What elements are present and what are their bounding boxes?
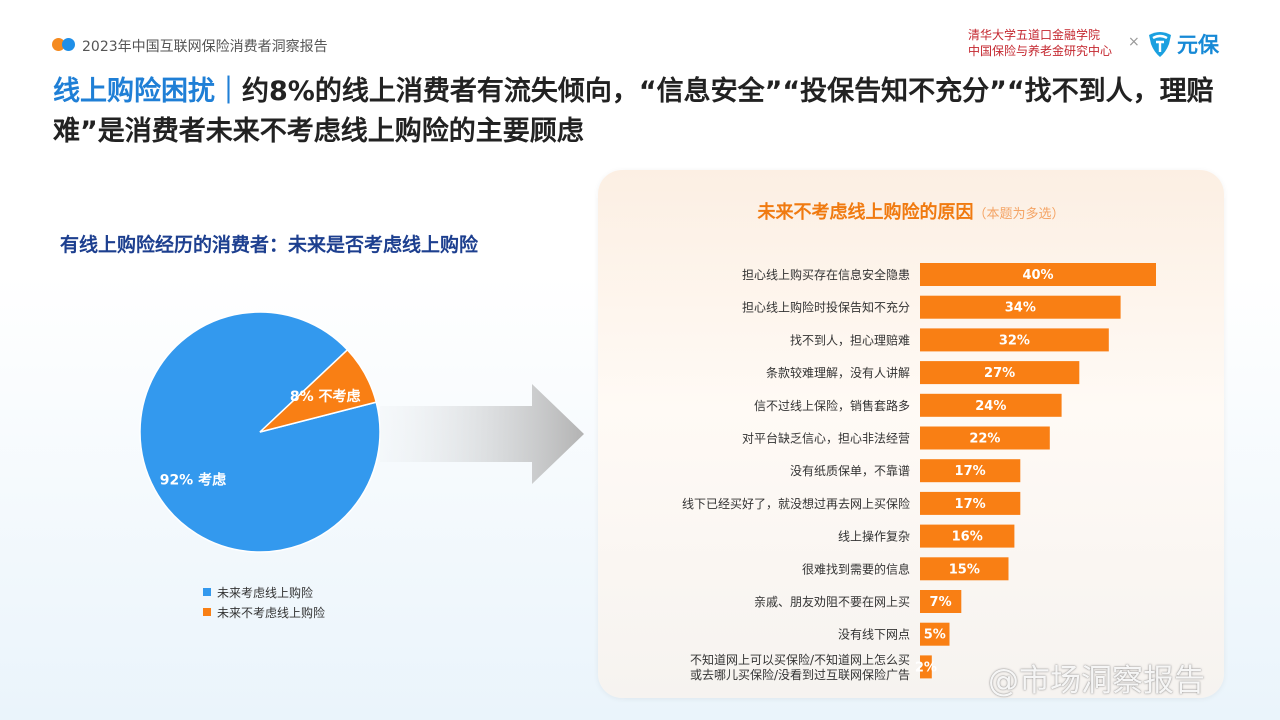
bar-category-label-3: 条款较难理解，没有人讲解	[766, 365, 910, 380]
times-sign: ×	[1128, 34, 1140, 50]
bar-value-label-5: 22%	[969, 432, 1000, 447]
bar-category-label-1: 担心线上购险时投保告知不充分	[742, 300, 910, 315]
brand-name: 元保	[1177, 33, 1219, 57]
bar-value-label-12: 2%	[915, 660, 937, 675]
bar-3	[920, 361, 1080, 385]
headline-highlight: 线上购险困扰｜	[53, 76, 242, 107]
bar-value-label-2: 32%	[999, 333, 1030, 348]
brand-logo: 元保	[1147, 28, 1219, 60]
bar-value-label-10: 7%	[930, 595, 952, 610]
orange-dot-icon	[52, 38, 65, 51]
bar-11	[920, 622, 950, 646]
watermark: @市场洞察报告	[988, 663, 1205, 699]
bar-category-label-2: 找不到人，担心理赔难	[790, 332, 910, 347]
bar-0	[920, 263, 1156, 286]
bar-10	[920, 590, 962, 613]
legend-item-not-consider: 未来不考虑线上购险	[203, 602, 325, 622]
legend-item-consider: 未来考虑线上购险	[203, 582, 325, 602]
bar-chart-title: 未来不考虑线上购险的原因（本题为多选）	[598, 198, 1224, 224]
bar-value-label-3: 27%	[984, 366, 1015, 381]
org-name: 清华大学五道口金融学院 中国保险与养老金研究中心	[968, 27, 1118, 59]
bar-chart: 40% 担心线上购买存在信息安全隐患 34% 担心线上购险时投保告知不充分 32% 找不到…	[682, 263, 1156, 682]
pie-chart: 92% 考虑 8% 不考虑	[139, 311, 381, 553]
bar-category-label-4: 信不过线上保险，销售套路多	[754, 398, 910, 413]
bar-value-label-11: 5%	[924, 628, 946, 643]
bar-6	[920, 459, 1021, 483]
bar-category-label-8: 线上操作复杂	[838, 529, 910, 544]
legend-swatch-consider	[203, 588, 211, 596]
bar-2	[920, 328, 1109, 352]
bar-value-label-0: 40%	[1022, 268, 1053, 283]
bar-category-label-5: 对平台缺乏信心，担心非法经营	[742, 431, 910, 446]
report-logo-dots-icon	[52, 38, 80, 52]
bar-value-label-9: 15%	[949, 562, 980, 577]
bar-value-label-4: 24%	[975, 399, 1006, 414]
bar-7	[920, 491, 1021, 515]
legend-swatch-not-consider	[203, 608, 211, 616]
bar-category-label-10: 亲戚、朋友劝阻不要在网上买	[754, 594, 910, 609]
org-name-line1: 清华大学五道口金融学院	[968, 28, 1101, 42]
bar-chart-title-text: 未来不考虑线上购险的原因	[757, 202, 974, 223]
bar-value-label-8: 16%	[952, 530, 983, 545]
headline-text: 约8%的线上消费者有流失倾向，“信息安全”“投保告知不充分”“找不到人，理赔难”…	[53, 76, 1214, 147]
bar-5	[920, 426, 1050, 450]
headline: 线上购险困扰｜约8%的线上消费者有流失倾向，“信息安全”“投保告知不充分”“找不…	[53, 72, 1233, 152]
bar-value-label-6: 17%	[955, 464, 986, 479]
bar-category-label-9: 很难找到需要的信息	[802, 561, 910, 576]
pie-chart-title: 有线上购险经历的消费者：未来是否考虑线上购险	[60, 234, 479, 256]
org-name-line2: 中国保险与养老金研究中心	[968, 44, 1113, 58]
bar-category-label-12: 不知道网上可以买保险/不知道网上怎么买或去哪儿买保险/没看到过互联网保险广告	[690, 652, 910, 682]
bar-12	[920, 655, 932, 679]
bar-chart-subtitle: （本题为多选）	[973, 207, 1065, 222]
bar-category-label-0: 担心线上购买存在信息安全隐患	[742, 267, 910, 282]
pie-slice-label-0: 92% 考虑	[160, 472, 226, 489]
reasons-panel: 未来不考虑线上购险的原因（本题为多选）	[598, 170, 1224, 698]
bar-category-label-6: 没有纸质保单，不靠谱	[790, 463, 910, 478]
bar-category-label-7: 线下已经买好了，就没想过再去网上买保险	[682, 496, 910, 511]
pie-slice-1	[259, 348, 378, 433]
legend-label-not-consider: 未来不考虑线上购险	[217, 605, 326, 620]
legend-label-consider: 未来考虑线上购险	[217, 585, 314, 600]
bar-category-label-11: 没有线下网点	[838, 627, 910, 642]
bar-9	[920, 557, 1009, 581]
yuanbao-logo-icon	[1149, 32, 1171, 57]
pie-legend: 未来考虑线上购险 未来不考虑线上购险	[203, 582, 325, 622]
blue-dot-icon	[62, 38, 75, 51]
bar-8	[920, 524, 1015, 548]
report-title: 2023年中国互联网保险消费者洞察报告	[82, 39, 328, 55]
arrow-right-icon	[380, 384, 584, 484]
bar-4	[920, 393, 1062, 417]
bar-1	[920, 295, 1121, 319]
pie-slice-label-1: 8% 不考虑	[290, 388, 361, 405]
bar-value-label-7: 17%	[955, 497, 986, 512]
bar-value-label-1: 34%	[1005, 301, 1036, 316]
